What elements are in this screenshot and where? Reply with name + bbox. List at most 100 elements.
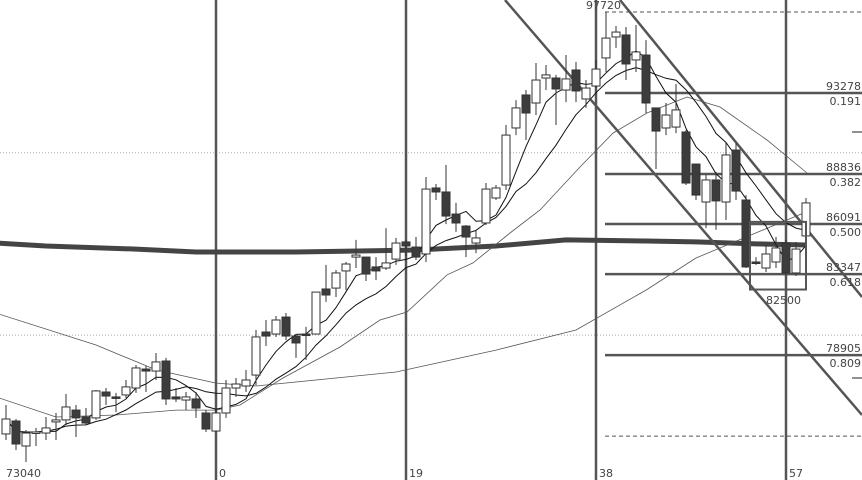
trend-channel-line [619, 0, 862, 298]
candle-down [401, 241, 411, 247]
candle-up [601, 37, 611, 59]
fib-price-label: 78905 [826, 342, 861, 355]
candle-up [721, 154, 731, 203]
candle-down [691, 163, 701, 196]
candle-down [71, 409, 81, 419]
candle-up [631, 51, 641, 61]
candle-up [181, 396, 191, 401]
candle-up [501, 134, 511, 186]
candle-up [561, 78, 571, 91]
candle-up [341, 263, 351, 272]
fib-ratio-label: 0.382 [830, 176, 862, 189]
candle-down [261, 331, 271, 337]
candle-up [331, 272, 341, 289]
candle-up [151, 361, 161, 372]
candle-up [491, 187, 501, 199]
candle-up [381, 262, 391, 269]
candle-down [521, 94, 531, 114]
candle-down [681, 131, 691, 184]
fib-price-label: 86091 [826, 211, 861, 224]
candle-up [471, 237, 481, 244]
candle-down [731, 149, 741, 192]
fib-ratio-label: 0.500 [830, 226, 862, 239]
box-low-label: 82500 [766, 294, 801, 307]
candle-up [221, 387, 231, 414]
candle-up [421, 188, 431, 255]
candle-up [591, 68, 601, 87]
fib-ratio-label: 0.809 [830, 357, 862, 370]
x-tick-label: 38 [599, 467, 613, 480]
candle-down [651, 107, 661, 132]
candle-up [701, 179, 711, 203]
candles [1, 11, 811, 463]
x-tick-label: 57 [789, 467, 803, 480]
range-box [749, 220, 807, 291]
candle-down [321, 288, 331, 296]
candle-down [641, 54, 651, 104]
candle-down [171, 396, 181, 400]
trend-channel-line [504, 0, 862, 416]
candle-up [241, 379, 251, 387]
x-tick-label: 73040 [6, 467, 41, 480]
x-tick-label: 0 [219, 467, 226, 480]
candle-down [431, 187, 441, 193]
candle-down [451, 213, 461, 224]
candle-down [101, 391, 111, 397]
candle-up [541, 74, 551, 79]
candle-down [751, 261, 761, 264]
candle-up [271, 319, 281, 335]
candle-down [81, 416, 91, 424]
candle-up [481, 188, 491, 224]
labels: 97720 93278 0.191 88836 0.382 86091 0.50… [6, 0, 861, 480]
candle-up [661, 114, 671, 129]
candle-up [791, 248, 801, 274]
trend-channel [504, 0, 862, 416]
candle-down [371, 266, 381, 272]
overlay-line [0, 211, 807, 387]
candle-down [621, 34, 631, 65]
candle-up [21, 432, 31, 447]
candle-up [61, 406, 71, 421]
candle-up [131, 367, 141, 389]
candle-up [611, 31, 621, 38]
candle-down [301, 333, 311, 337]
candle-down [361, 256, 371, 275]
candle-up [581, 87, 591, 100]
candle-up [121, 386, 131, 396]
candle-up [511, 107, 521, 129]
candle-up [51, 419, 61, 423]
candle-up [31, 431, 41, 434]
candle-down [711, 179, 721, 202]
candle-up [531, 79, 541, 104]
candle-down [111, 396, 121, 399]
candle-up [41, 427, 51, 434]
candle-up [771, 247, 781, 263]
high-label: 97720 [586, 0, 621, 12]
moving-average-10 [5, 67, 807, 433]
candle-down [161, 360, 171, 400]
candle-up [1, 418, 11, 435]
overlay-line [0, 237, 807, 255]
candle-down [781, 242, 791, 274]
candle-up [91, 390, 101, 419]
fib-ratio-label: 0.191 [830, 95, 862, 108]
candle-down [551, 77, 561, 90]
candle-down [411, 246, 421, 258]
candle-up [231, 383, 241, 389]
fib-price-label: 88836 [826, 161, 861, 174]
candle-up [351, 254, 361, 258]
range-box [749, 131, 862, 379]
candle-up [671, 109, 681, 128]
candle-up [211, 412, 221, 432]
candle-up [761, 253, 771, 269]
x-tick-label: 19 [409, 467, 423, 480]
fib-ratio-label: 0.618 [830, 276, 862, 289]
candle-down [191, 398, 201, 409]
candle-down [281, 316, 291, 337]
overlay-line [0, 96, 808, 418]
candle-down [741, 199, 751, 268]
candle-up [251, 336, 261, 376]
candle-down [141, 368, 151, 372]
candle-down [461, 225, 471, 238]
